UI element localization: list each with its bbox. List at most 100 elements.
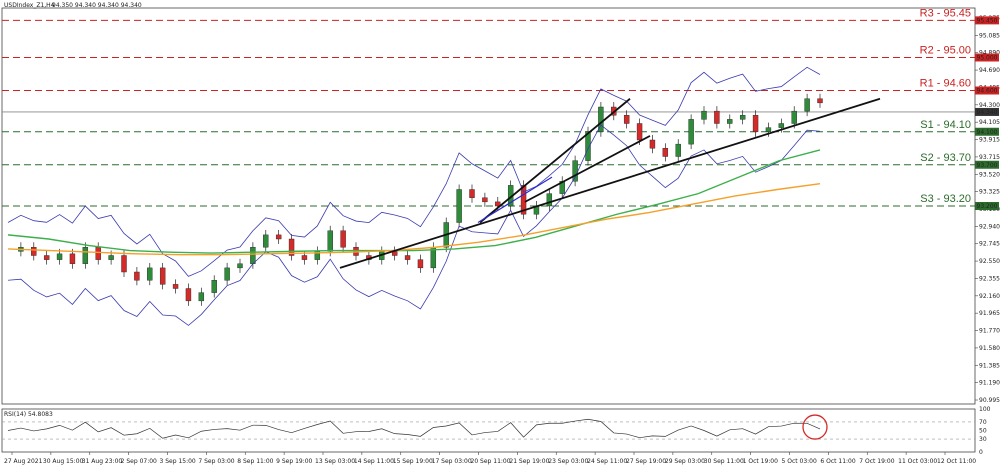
y-tick-label: 93.325 [979,189,1000,196]
candle-body [417,259,424,269]
x-tick-label: 20 Sep 11:00 [471,458,511,465]
y-tick-label: 90.995 [979,397,1000,404]
candle-body [546,193,553,207]
x-tick-label: 23 Sep 03:00 [548,458,588,465]
y-tick-label: 92.745 [979,241,1000,248]
x-tick-label: 3 Sep 15:00 [160,458,196,465]
candle-body [56,253,63,260]
rsi-tick-label: 0 [979,449,983,456]
candle-body [82,247,89,264]
rsi-tick-label: 70 [979,419,987,426]
level-tag-text: 94.100 [977,129,998,136]
candle-body [675,143,681,157]
candle-body [636,123,643,141]
y-tick-label: 91.770 [979,328,1000,335]
rsi-tick-label: 30 [979,436,987,443]
candle-body [250,247,256,264]
current-price-tag-text: 94.340 [977,109,998,116]
candle-body [598,106,604,132]
candle-body [404,255,411,260]
candle-body [804,98,810,112]
candle-body [752,115,759,132]
candle-body [301,255,308,260]
y-tick-label: 91.965 [979,310,1000,317]
rsi-line [7,418,821,439]
chart-ohlc: 94.350 94.340 94.340 94.340 [52,2,142,9]
rsi-tick-label: 50 [979,428,987,435]
rsi-label: RSI(14) 54.8083 [4,411,53,418]
x-tick-label: 11 Oct 03:00 [898,458,937,465]
y-tick-label: 93.520 [979,171,1000,178]
candle-body [701,110,707,120]
candle-body [31,247,37,256]
x-tick-label: 7 Oct 19:00 [859,458,894,465]
candle-body [791,110,797,124]
candle-body [520,185,527,215]
y-tick-label: 93.915 [979,137,1000,144]
x-tick-label: 13 Sep 03:00 [315,458,355,465]
candle-body [275,234,282,240]
y-tick-label: 94.300 [979,102,1000,109]
candle-body [108,255,114,260]
candle-body [340,230,346,248]
candle-body [237,263,243,269]
y-tick-label: 91.385 [979,362,1000,369]
candle-body [95,247,101,260]
trendline-steep [479,98,631,224]
trendline-channel [477,176,553,224]
candle-body [211,280,217,293]
y-tick-label: 91.190 [979,380,1000,387]
x-tick-label: 29 Sep 03:00 [665,458,705,465]
level-tag [975,53,999,62]
level-tag-text: 95.450 [977,17,998,24]
x-tick-label: 30 Aug 15:00 [43,458,84,465]
x-tick-label: 1 Oct 19:00 [743,458,778,465]
x-tick-label: 7 Sep 03:00 [198,458,234,465]
candle-body [159,267,166,285]
candle-body [263,234,269,248]
y-tick-label: 91.580 [979,345,1000,352]
x-tick-label: 27 Sep 19:00 [626,458,666,465]
candle-body [727,119,733,124]
candle-body [714,110,720,124]
candle-body [198,292,205,302]
x-tick-label: 24 Sep 11:00 [587,458,627,465]
candle-body [623,115,630,124]
rsi-tick-label: 100 [979,406,991,413]
candle-body [495,201,501,207]
y-tick-label: 92.355 [979,275,1000,282]
trendline-mid [524,135,651,203]
candle-body [585,131,591,161]
current-price-tag [975,107,999,116]
x-tick-label: 15 Sep 19:00 [393,458,433,465]
level-tag-text: 94.600 [977,88,998,95]
y-tick-label: 94.690 [979,67,1000,74]
y-tick-label: 92.160 [979,293,1000,300]
bollinger-upper [7,66,821,277]
candle-body [288,238,295,256]
candle-body [224,267,230,281]
candle-body [662,148,669,157]
y-tick-label: 93.715 [979,154,1000,161]
x-tick-label: 8 Sep 11:00 [237,458,273,465]
candle-body [817,98,823,104]
candle-body [482,197,488,203]
candle-body [739,115,746,120]
x-tick-label: 27 Aug 2021 [4,458,43,465]
level-label: R2 - 95.00 [920,45,971,57]
candle-body [185,288,192,302]
y-tick-label: 94.105 [979,119,1000,126]
level-tag [975,127,999,136]
level-tag [975,86,999,95]
level-tag [975,160,999,169]
trendline-main [339,97,881,269]
candle-body [43,255,50,260]
x-tick-label: 31 Aug 23:00 [82,458,123,465]
level-label: S2 - 93.70 [920,152,971,164]
chart-header: USDIndex_Z1,H4 [4,2,55,9]
level-label: S3 - 93.20 [920,193,971,205]
candle-body [172,284,179,289]
level-label: R1 - 94.60 [920,78,971,90]
candle-body [688,119,694,145]
level-label: S1 - 94.10 [920,119,971,131]
